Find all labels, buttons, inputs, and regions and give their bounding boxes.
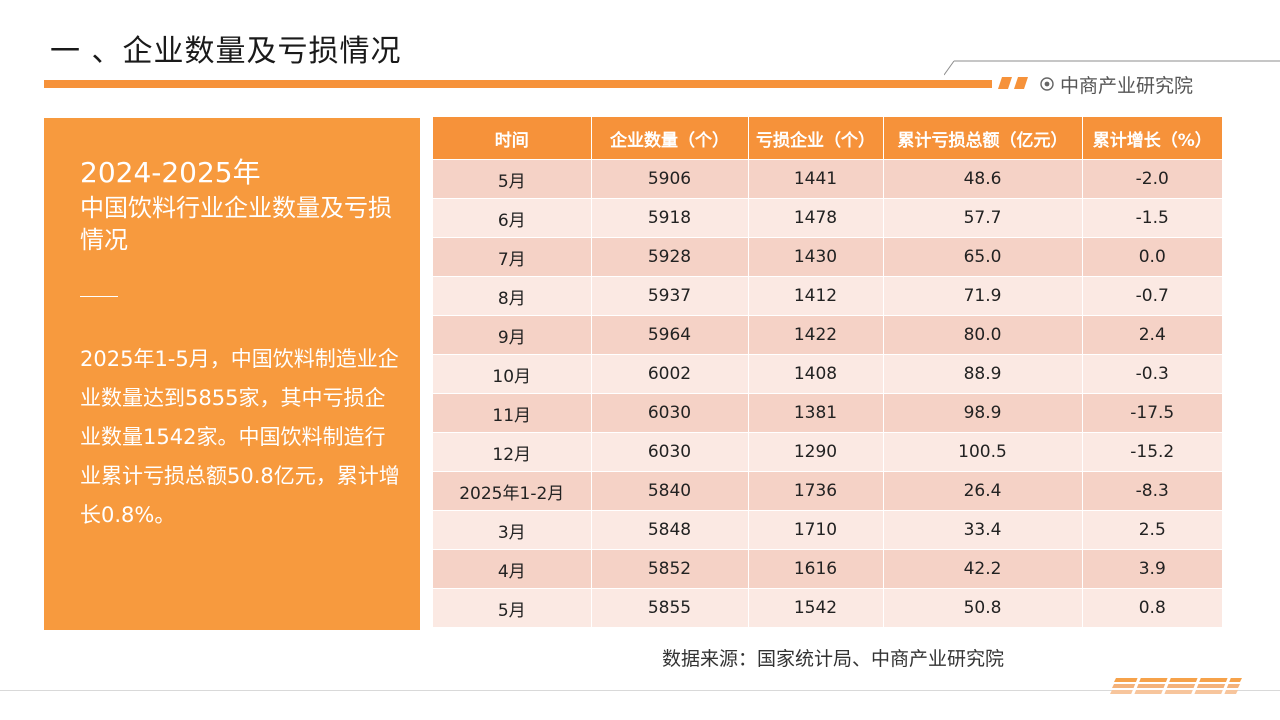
cell-enterprise-count: 6030 [591,393,749,433]
cell-growth: 0.0 [1082,237,1222,277]
cell-total-loss: 48.6 [883,159,1083,199]
cell-enterprise-count: 5840 [591,471,749,511]
summary-panel: 2024-2025年 中国饮料行业企业数量及亏损情况 2025年1-5月，中国饮… [44,118,420,630]
data-source-note: 数据来源：国家统计局、中商产业研究院 [662,648,1005,670]
cell-enterprise-count: 5928 [591,237,749,277]
table-row: 5月 5855 1542 50.8 0.8 [433,588,1222,627]
panel-body-text: 2025年1-5月，中国饮料制造业企业数量达到5855家，其中亏损企业数量154… [80,347,400,527]
cell-loss-enterprises: 1616 [748,549,884,589]
cell-loss-enterprises: 1408 [748,354,884,394]
cell-enterprise-count: 5918 [591,198,749,238]
table-row: 6月 5918 1478 57.7 -1.5 [433,198,1222,238]
header-enterprise-count: 企业数量（个） [591,117,749,160]
brand-name: 中商产业研究院 [1060,74,1194,97]
cell-enterprise-count: 5906 [591,159,749,199]
cell-time: 11月 [433,393,592,433]
cell-loss-enterprises: 1542 [748,588,884,627]
cell-growth: 2.4 [1082,315,1222,355]
header-time: 时间 [433,117,592,160]
table-row: 9月 5964 1422 80.0 2.4 [433,315,1222,355]
header-loss-enterprises: 亏损企业（个） [748,117,884,160]
cell-time: 2025年1-2月 [433,471,592,511]
cell-enterprise-count: 5964 [591,315,749,355]
table-row: 11月 6030 1381 98.9 -17.5 [433,393,1222,433]
cell-growth: -2.0 [1082,159,1222,199]
cell-total-loss: 26.4 [883,471,1083,511]
footer-stripes-decor [1110,676,1242,696]
cell-total-loss: 71.9 [883,276,1083,316]
cell-growth: -1.5 [1082,198,1222,238]
table-header-row: 时间 企业数量（个） 亏损企业（个） 累计亏损总额（亿元） 累计增长（%） [433,117,1222,160]
cell-time: 8月 [433,276,592,316]
brand-logo: 中商产业研究院 [1040,72,1194,97]
panel-year: 2024-2025年 [80,156,261,189]
cell-time: 6月 [433,198,592,238]
cell-growth: -0.3 [1082,354,1222,394]
cell-time: 9月 [433,315,592,355]
cell-total-loss: 50.8 [883,588,1083,627]
data-table: 时间 企业数量（个） 亏损企业（个） 累计亏损总额（亿元） 累计增长（%） 5月… [433,117,1222,627]
cell-growth: -8.3 [1082,471,1222,511]
cell-enterprise-count: 5852 [591,549,749,589]
table-row: 8月 5937 1412 71.9 -0.7 [433,276,1222,316]
cell-enterprise-count: 5848 [591,510,749,550]
cell-growth: 3.9 [1082,549,1222,589]
header-stripes-decor [998,77,1028,89]
cell-loss-enterprises: 1422 [748,315,884,355]
cell-enterprise-count: 6030 [591,432,749,472]
cell-time: 5月 [433,588,592,627]
cell-growth: 0.8 [1082,588,1222,627]
cell-enterprise-count: 6002 [591,354,749,394]
cell-loss-enterprises: 1381 [748,393,884,433]
footer-divider [0,690,1280,691]
cell-loss-enterprises: 1478 [748,198,884,238]
cell-loss-enterprises: 1430 [748,237,884,277]
header-decor-line [944,60,1280,76]
cell-total-loss: 100.5 [883,432,1083,472]
target-icon [1040,77,1054,91]
cell-loss-enterprises: 1441 [748,159,884,199]
cell-enterprise-count: 5937 [591,276,749,316]
header-growth: 累计增长（%） [1082,117,1222,160]
cell-total-loss: 80.0 [883,315,1083,355]
cell-loss-enterprises: 1290 [748,432,884,472]
cell-time: 7月 [433,237,592,277]
table-row: 7月 5928 1430 65.0 0.0 [433,237,1222,277]
panel-divider [80,296,118,297]
panel-heading: 中国饮料行业企业数量及亏损情况 [80,194,392,254]
cell-loss-enterprises: 1710 [748,510,884,550]
cell-total-loss: 65.0 [883,237,1083,277]
header-total-loss: 累计亏损总额（亿元） [883,117,1083,160]
cell-time: 12月 [433,432,592,472]
cell-growth: -15.2 [1082,432,1222,472]
cell-growth: 2.5 [1082,510,1222,550]
table-row: 12月 6030 1290 100.5 -15.2 [433,432,1222,472]
title-accent-bar [44,80,992,88]
cell-growth: -0.7 [1082,276,1222,316]
cell-loss-enterprises: 1736 [748,471,884,511]
table-row: 10月 6002 1408 88.9 -0.3 [433,354,1222,394]
page-title: 一 、企业数量及亏损情况 [50,34,402,69]
cell-time: 3月 [433,510,592,550]
cell-growth: -17.5 [1082,393,1222,433]
cell-total-loss: 33.4 [883,510,1083,550]
table-row: 2025年1-2月 5840 1736 26.4 -8.3 [433,471,1222,511]
cell-loss-enterprises: 1412 [748,276,884,316]
table-row: 3月 5848 1710 33.4 2.5 [433,510,1222,550]
cell-total-loss: 98.9 [883,393,1083,433]
cell-enterprise-count: 5855 [591,588,749,627]
cell-total-loss: 57.7 [883,198,1083,238]
cell-time: 5月 [433,159,592,199]
table-row: 5月 5906 1441 48.6 -2.0 [433,159,1222,199]
table-row: 4月 5852 1616 42.2 3.9 [433,549,1222,589]
cell-time: 10月 [433,354,592,394]
cell-total-loss: 88.9 [883,354,1083,394]
cell-time: 4月 [433,549,592,589]
cell-total-loss: 42.2 [883,549,1083,589]
